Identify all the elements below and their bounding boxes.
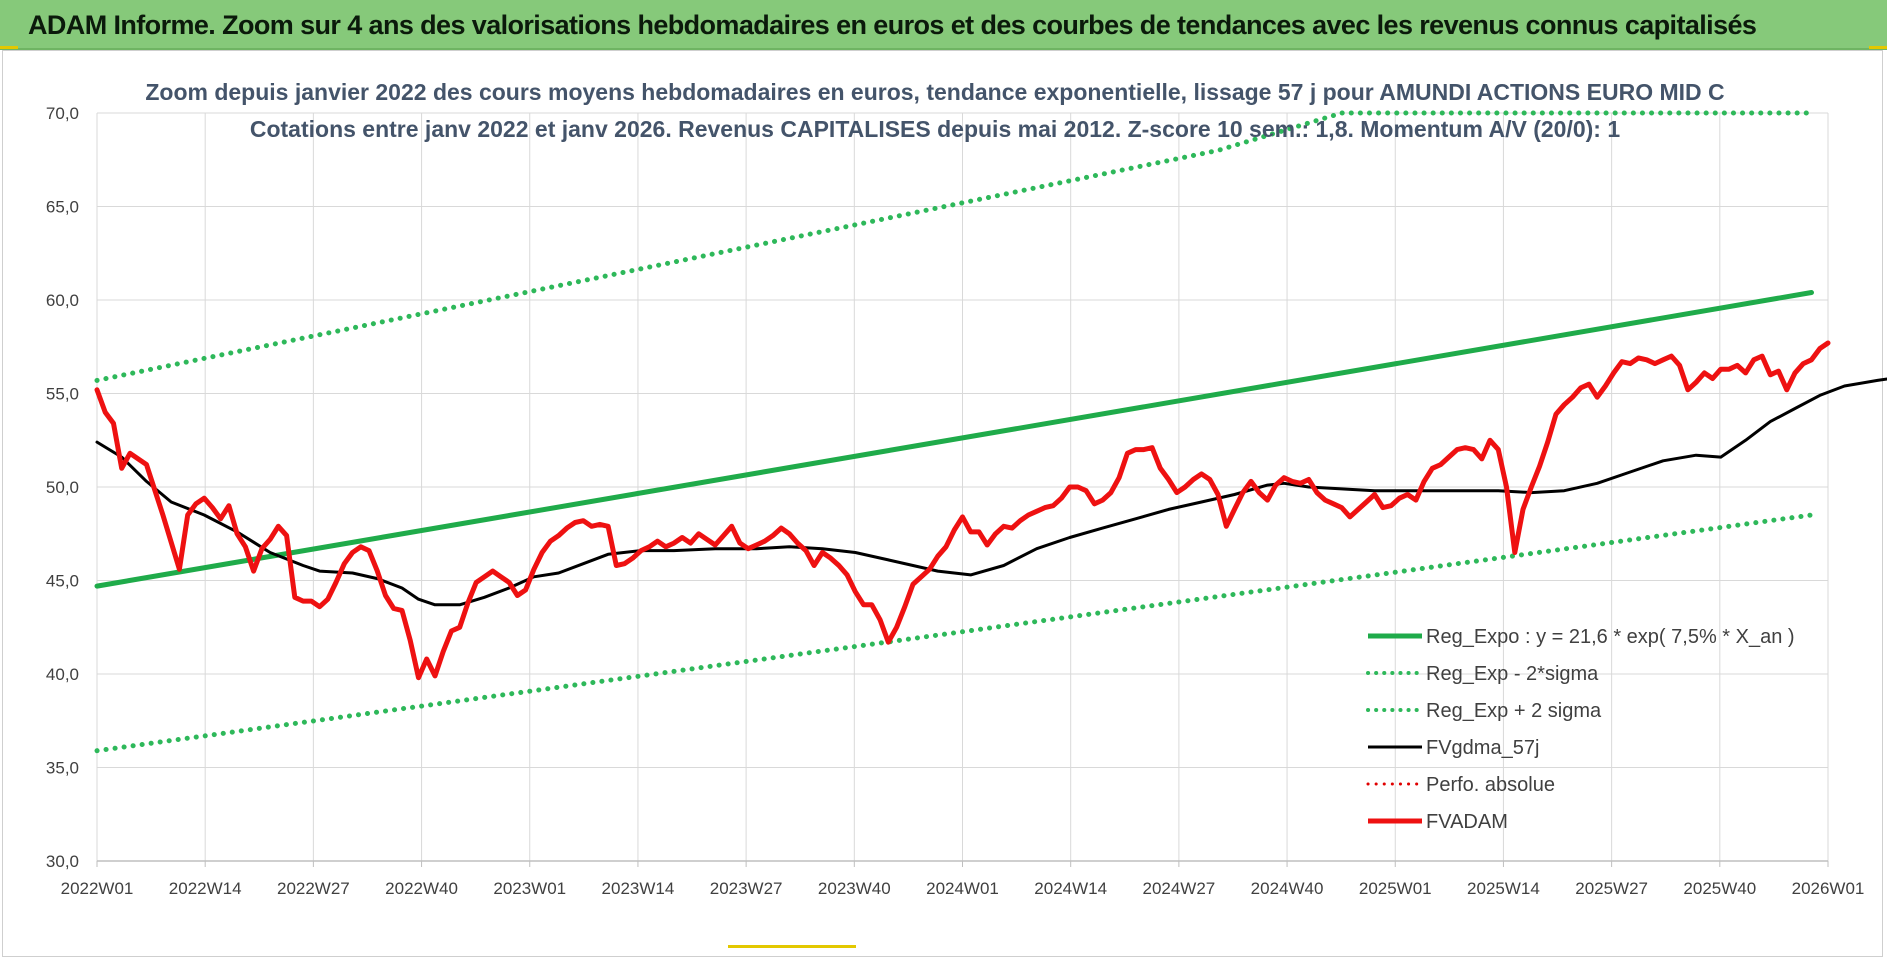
x-tick-label: 2022W27 [277, 879, 350, 898]
legend-label: Reg_Exp - 2*sigma [1426, 663, 1599, 685]
x-tick-label: 2023W40 [818, 879, 891, 898]
x-tick-label: 2022W40 [385, 879, 458, 898]
corner-mark-top-right [1869, 46, 1887, 49]
x-tick-label: 2023W01 [493, 879, 566, 898]
x-tick-label: 2025W40 [1683, 879, 1756, 898]
chart-title-line-2: Cotations entre janv 2022 et janv 2026. … [250, 116, 1620, 142]
legend-label: Perfo. absolue [1426, 774, 1555, 796]
y-tick-label: 40,0 [46, 665, 79, 684]
x-tick-label: 2023W27 [710, 879, 783, 898]
x-tick-label: 2026W01 [1792, 879, 1865, 898]
y-tick-label: 30,0 [46, 852, 79, 871]
banner-title: ADAM Informe. Zoom sur 4 ans des valoris… [28, 10, 1757, 40]
y-axis-ticks: 30,0 35,0 40,0 45,0 50,0 55,0 60,0 65,0 70,0 [46, 104, 79, 871]
series-line-0 [94, 290, 1814, 589]
x-tick-label: 2024W27 [1142, 879, 1215, 898]
x-tick-label: 2025W14 [1467, 879, 1540, 898]
corner-mark-bottom-center [728, 945, 856, 948]
grid-lines [96, 112, 1829, 867]
x-tick-label: 2025W27 [1575, 879, 1648, 898]
corner-mark-top-left [0, 46, 18, 49]
y-tick-label: 55,0 [46, 385, 79, 404]
series-line-2 [94, 110, 1814, 383]
y-tick-label: 35,0 [46, 759, 79, 778]
legend-label: Reg_Expo : y = 21,6 * exp( 7,5% * X_an ) [1426, 626, 1795, 648]
y-tick-label: 70,0 [46, 104, 79, 123]
legend-label: FVgdma_57j [1426, 737, 1539, 759]
series-line-3 [95, 377, 1887, 607]
legend-label: Reg_Exp + 2 sigma [1426, 700, 1602, 722]
series-layer [94, 110, 1887, 754]
y-tick-label: 50,0 [46, 478, 79, 497]
title-banner: ADAM Informe. Zoom sur 4 ans des valoris… [0, 0, 1887, 50]
x-tick-label: 2024W14 [1034, 879, 1107, 898]
y-tick-label: 65,0 [46, 198, 79, 217]
y-tick-label: 60,0 [46, 291, 79, 310]
x-axis-ticks: 2022W01 2022W14 2022W27 2022W40 2023W01 2023W… [61, 879, 1865, 898]
chart-title-line-1: Zoom depuis janvier 2022 des cours moyen… [145, 79, 1724, 105]
x-tick-label: 2025W01 [1359, 879, 1432, 898]
legend-label: FVADAM [1426, 811, 1508, 833]
x-tick-label: 2022W01 [61, 879, 134, 898]
x-tick-label: 2023W14 [602, 879, 675, 898]
x-tick-label: 2024W40 [1251, 879, 1324, 898]
y-tick-label: 45,0 [46, 572, 79, 591]
x-tick-label: 2022W14 [169, 879, 242, 898]
series-line-1 [94, 512, 1814, 754]
series-line-5 [94, 340, 1831, 681]
legend: Reg_Expo : y = 21,6 * exp( 7,5% * X_an )… [1366, 626, 1795, 833]
chart-frame [2, 50, 1883, 957]
x-tick-label: 2024W01 [926, 879, 999, 898]
